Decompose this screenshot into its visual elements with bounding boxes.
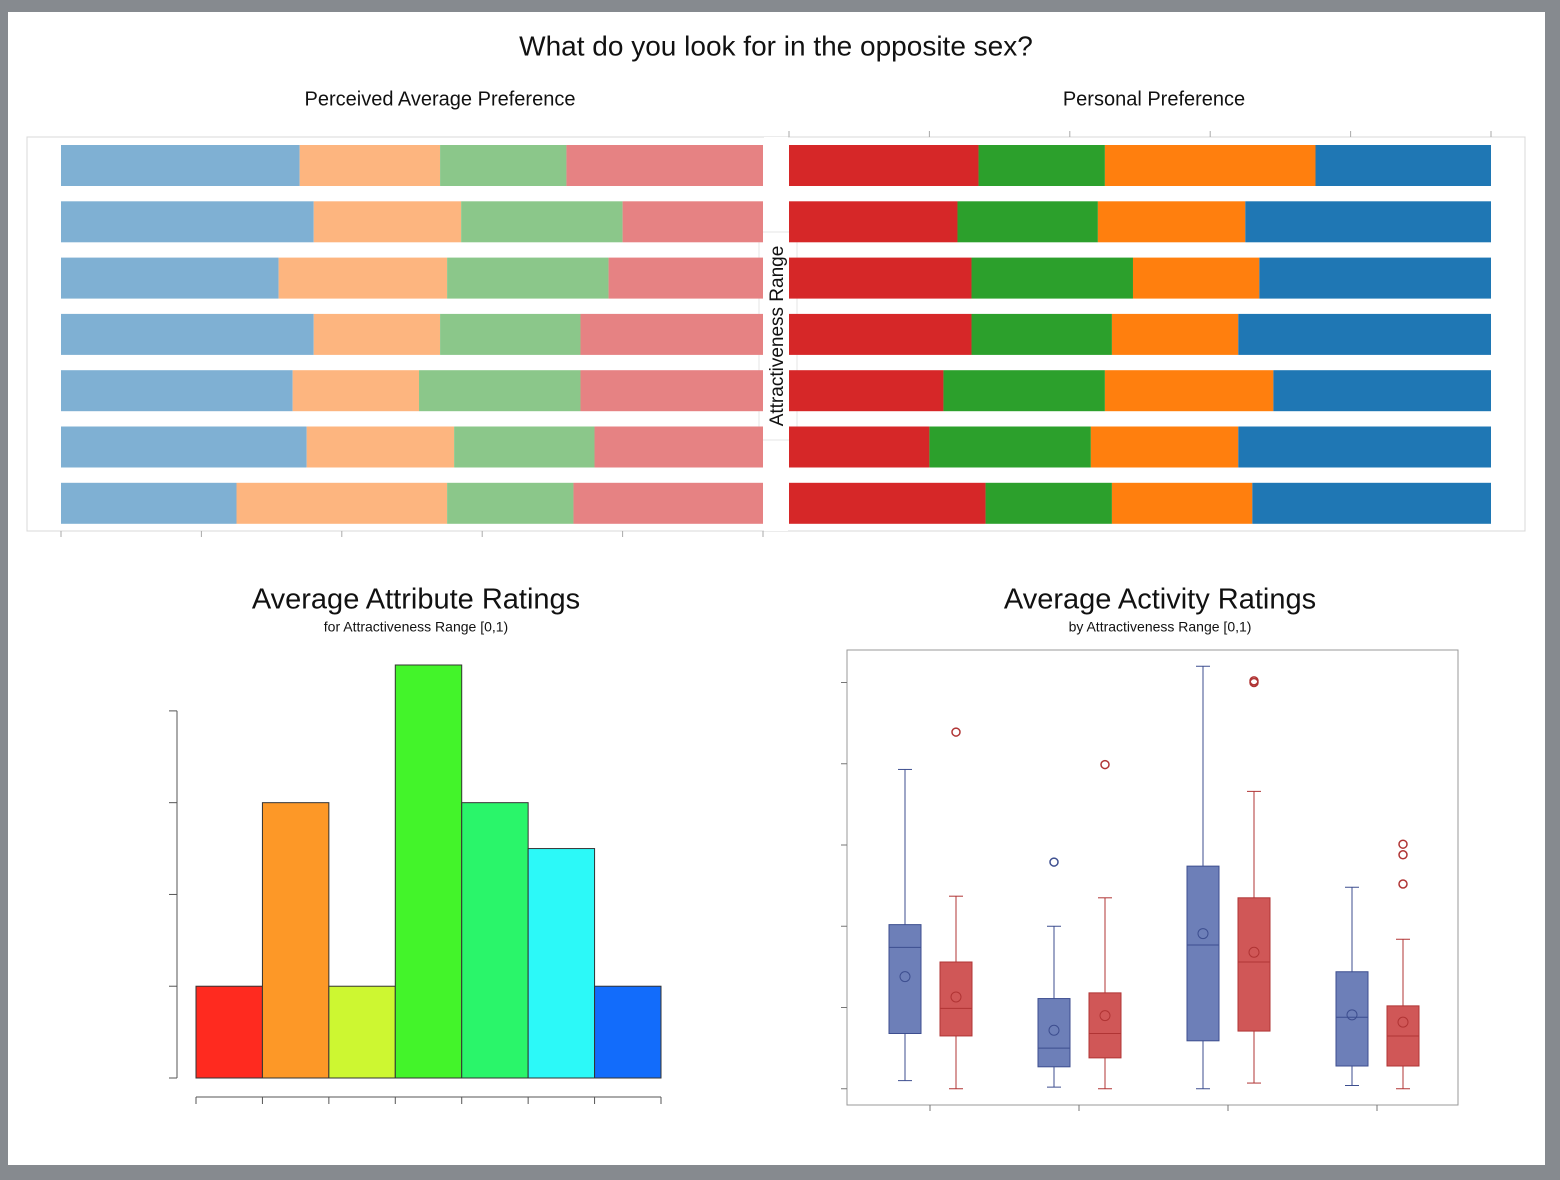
bar-segment xyxy=(594,426,763,468)
outlier xyxy=(951,727,961,737)
bar-segment xyxy=(573,482,763,524)
histogram-bar xyxy=(594,985,662,1079)
mean xyxy=(950,991,962,1003)
box xyxy=(888,924,922,1034)
mean xyxy=(1099,1010,1111,1022)
bar-segment xyxy=(278,257,448,299)
bar-segment xyxy=(1238,426,1491,468)
mean xyxy=(1248,946,1260,958)
bar-segment xyxy=(1104,370,1274,412)
outlier xyxy=(1049,857,1059,867)
bar-segment xyxy=(971,313,1112,355)
box-frame xyxy=(846,649,1459,1106)
bar-segment xyxy=(454,426,595,468)
bar-segment xyxy=(440,145,567,186)
bar-segment xyxy=(1132,257,1260,299)
bar-segment xyxy=(580,313,763,355)
bar-segment xyxy=(1111,313,1239,355)
outlier xyxy=(1249,677,1259,688)
box xyxy=(1335,971,1369,1067)
bar-segment xyxy=(608,257,763,299)
histogram-bar xyxy=(527,848,596,1079)
bar-segment xyxy=(1090,426,1239,468)
bar-segment xyxy=(313,201,462,243)
bar-segment xyxy=(1104,145,1316,186)
bar-segment xyxy=(440,313,581,355)
bar-segment xyxy=(1238,313,1491,355)
bar-segment xyxy=(929,426,1091,468)
box xyxy=(1088,992,1122,1059)
box xyxy=(1237,897,1271,1032)
bar-segment xyxy=(61,426,307,468)
bar-segment xyxy=(447,482,574,524)
bar-segment xyxy=(1259,257,1491,299)
histogram-bar xyxy=(261,802,330,1079)
outlier xyxy=(1100,759,1110,770)
mean xyxy=(1397,1016,1409,1028)
y-axis-label: Attractiveness Range xyxy=(767,246,788,427)
outlier xyxy=(1398,850,1408,860)
box xyxy=(939,961,973,1037)
bar-segment xyxy=(1111,482,1253,524)
bar-segment xyxy=(566,145,763,186)
bar-segment xyxy=(1245,201,1491,243)
bar-segment xyxy=(622,201,763,243)
bar-segment xyxy=(1097,201,1246,243)
histogram-bar xyxy=(461,802,529,1079)
page-title: What do you look for in the opposite sex… xyxy=(519,30,1033,61)
histogram-bar xyxy=(328,985,396,1079)
chart-title: Personal Preference xyxy=(1063,88,1245,110)
chart-title: Average Attribute Ratings xyxy=(252,584,580,616)
box xyxy=(1037,998,1071,1068)
bar-segment xyxy=(61,313,314,355)
bar-segment xyxy=(61,257,279,299)
bar-segment xyxy=(299,145,441,186)
bar-segment xyxy=(789,426,930,468)
bar-segment xyxy=(957,201,1098,243)
bar-segment xyxy=(580,370,763,412)
mean xyxy=(899,971,911,983)
bar-segment xyxy=(789,313,972,355)
bar-segment xyxy=(943,370,1105,412)
bar-segment xyxy=(978,145,1105,186)
mean xyxy=(1048,1024,1060,1036)
bar-segment xyxy=(971,257,1133,299)
bar-segment xyxy=(789,482,986,524)
bar-segment xyxy=(985,482,1112,524)
bar-segment xyxy=(292,370,420,412)
box xyxy=(1186,865,1220,1042)
histogram-bar xyxy=(195,985,263,1079)
bar-segment xyxy=(789,145,979,186)
mean xyxy=(1197,928,1209,940)
chart-subtitle: by Attractiveness Range [0,1) xyxy=(1069,619,1252,635)
bar-segment xyxy=(1252,482,1491,524)
bar-segment xyxy=(789,201,958,243)
mean xyxy=(1346,1009,1358,1021)
chart-subtitle: for Attractiveness Range [0,1) xyxy=(324,619,508,635)
outlier xyxy=(1398,879,1408,889)
bar-segment xyxy=(1273,370,1491,412)
outlier xyxy=(1398,839,1408,849)
bar-segment xyxy=(61,145,300,186)
chart-title: Average Activity Ratings xyxy=(1004,584,1316,616)
bar-segment xyxy=(61,370,293,412)
bar-segment xyxy=(447,257,609,299)
histogram-bar xyxy=(394,664,463,1079)
bar-segment xyxy=(61,482,237,524)
bar-segment xyxy=(789,257,972,299)
bar-segment xyxy=(419,370,581,412)
bar-segment xyxy=(461,201,623,243)
bar-segment xyxy=(1315,145,1491,186)
chart-title: Perceived Average Preference xyxy=(305,88,576,110)
bar-segment xyxy=(313,313,441,355)
bar-segment xyxy=(789,370,944,412)
bar-segment xyxy=(61,201,314,243)
bar-segment xyxy=(236,482,448,524)
bar-segment xyxy=(306,426,455,468)
